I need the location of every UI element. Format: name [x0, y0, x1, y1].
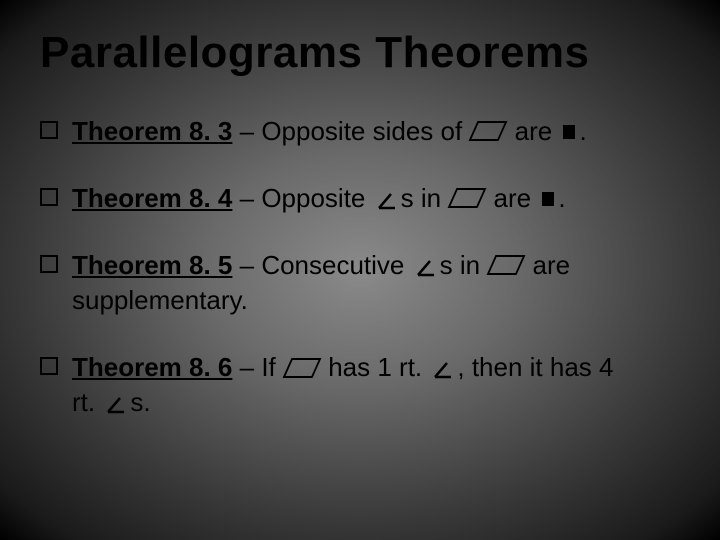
bullet-box-icon: [40, 188, 58, 206]
angle-icon: [416, 259, 436, 277]
text-segment: – If: [232, 352, 283, 382]
theorem-label: Theorem 8. 6: [72, 352, 232, 382]
theorem-label: Theorem 8. 3: [72, 116, 232, 146]
text-segment: , then it has 4: [457, 352, 613, 382]
text-segment: has 1 rt.: [321, 352, 429, 382]
parallelogram-icon: [448, 188, 487, 208]
theorem-label: Theorem 8. 4: [72, 183, 232, 213]
parallelogram-icon: [283, 358, 322, 378]
text-segment: s in: [401, 183, 449, 213]
list-item: Theorem 8. 4 – Opposite s in are .: [40, 181, 680, 216]
slide: Parallelograms Theorems Theorem 8. 3 – O…: [0, 0, 720, 540]
angle-icon: [377, 192, 397, 210]
congruent-icon: [563, 125, 575, 139]
parallelogram-icon: [487, 255, 526, 275]
theorem-text: Theorem 8. 6 – If has 1 rt. , then it ha…: [72, 350, 680, 420]
text-segment: .: [579, 116, 586, 146]
text-segment: are: [507, 116, 559, 146]
page-title: Parallelograms Theorems: [40, 28, 680, 78]
text-segment: s in: [440, 250, 488, 280]
bullet-box-icon: [40, 121, 58, 139]
list-item: Theorem 8. 6 – If has 1 rt. , then it ha…: [40, 350, 680, 420]
text-segment: are: [486, 183, 538, 213]
theorem-text: Theorem 8. 5 – Consecutive s in are suppl…: [72, 248, 680, 318]
text-segment: .: [558, 183, 565, 213]
text-segment: – Opposite sides of: [232, 116, 469, 146]
theorem-text: Theorem 8. 3 – Opposite sides of are .: [72, 114, 680, 149]
list-item: Theorem 8. 3 – Opposite sides of are .: [40, 114, 680, 149]
text-segment: – Consecutive: [232, 250, 411, 280]
angle-icon: [433, 361, 453, 379]
congruent-icon: [542, 192, 554, 206]
text-segment: – Opposite: [232, 183, 372, 213]
text-segment: supplementary.: [72, 285, 248, 315]
text-segment: rt.: [72, 387, 102, 417]
angle-icon: [106, 396, 126, 414]
text-segment: s.: [130, 387, 150, 417]
bullet-box-icon: [40, 357, 58, 375]
bullet-box-icon: [40, 255, 58, 273]
parallelogram-icon: [469, 121, 508, 141]
theorem-text: Theorem 8. 4 – Opposite s in are .: [72, 181, 680, 216]
theorem-label: Theorem 8. 5: [72, 250, 232, 280]
list-item: Theorem 8. 5 – Consecutive s in are suppl…: [40, 248, 680, 318]
text-segment: are: [525, 250, 570, 280]
